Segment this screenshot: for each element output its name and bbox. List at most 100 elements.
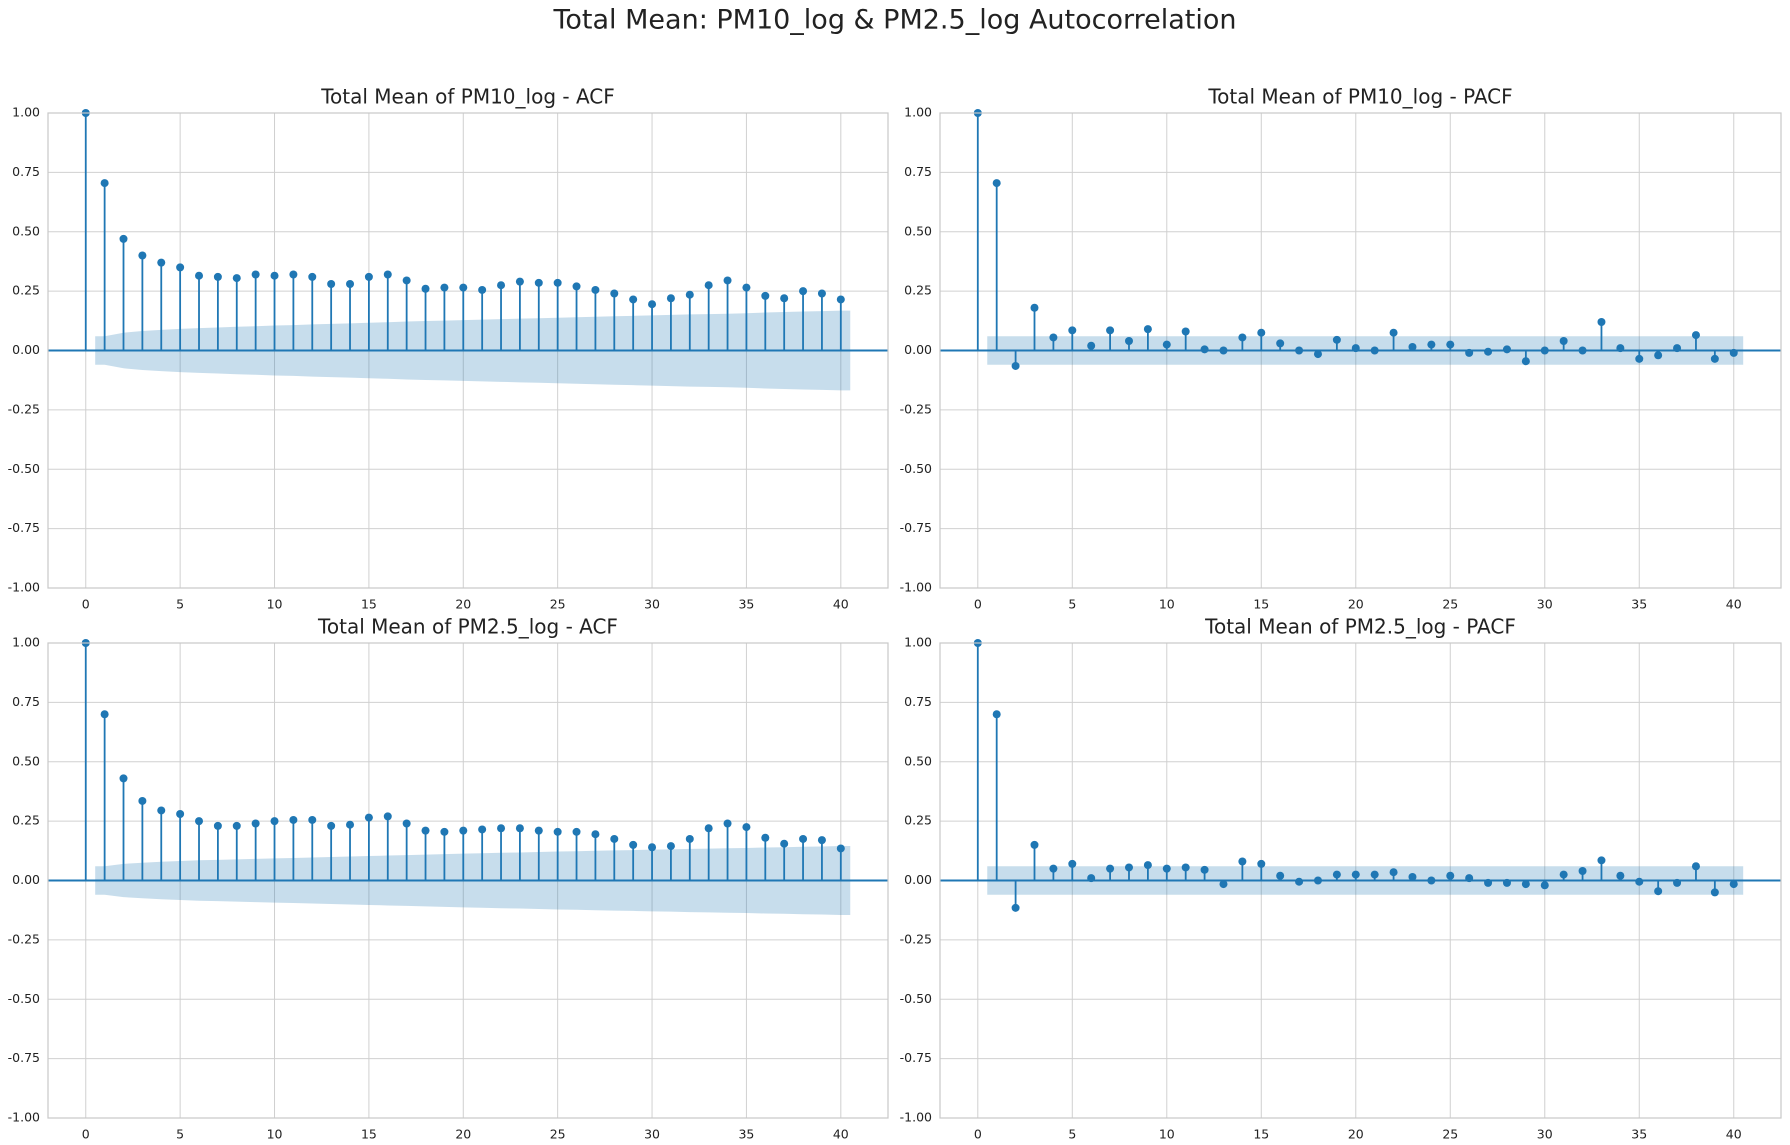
x-tick-label: 5 bbox=[176, 597, 184, 612]
y-tick-label: 0.50 bbox=[904, 223, 932, 238]
x-tick-label: 35 bbox=[1631, 1127, 1647, 1142]
axes-frame bbox=[47, 642, 889, 1119]
stem-marker bbox=[1673, 344, 1682, 353]
stem-marker bbox=[1465, 348, 1474, 357]
stem-marker bbox=[459, 283, 468, 292]
y-tick-label: 0.00 bbox=[904, 342, 932, 357]
x-tick-label: 5 bbox=[1068, 1127, 1076, 1142]
x-tick-label: 0 bbox=[82, 1127, 90, 1142]
y-tick-label: -0.75 bbox=[900, 520, 932, 535]
stem-marker bbox=[780, 294, 789, 303]
stem-marker bbox=[1654, 887, 1663, 896]
stem-marker bbox=[817, 289, 826, 298]
stem-marker bbox=[346, 280, 355, 288]
stem-marker bbox=[195, 271, 204, 280]
stem-marker bbox=[799, 287, 808, 296]
x-tick-label: 40 bbox=[1726, 597, 1742, 612]
stem-marker bbox=[1484, 878, 1493, 887]
stem-marker bbox=[251, 270, 260, 279]
stem-marker bbox=[1143, 325, 1152, 334]
stem-marker bbox=[1332, 335, 1341, 344]
x-tick-label: 25 bbox=[550, 597, 566, 612]
subplot: Total Mean of PM10_log - PACF -1.00 -0.75 -… bbox=[900, 85, 1782, 612]
stem-marker bbox=[232, 821, 241, 830]
stem-marker bbox=[723, 276, 732, 285]
stem-marker bbox=[534, 278, 543, 287]
stem-marker bbox=[497, 824, 506, 833]
stem-marker bbox=[327, 280, 336, 288]
y-tick-label: 0.75 bbox=[12, 164, 40, 179]
stem-marker bbox=[119, 234, 128, 243]
stem-marker bbox=[610, 834, 619, 843]
stem-marker bbox=[666, 294, 675, 303]
stem-marker bbox=[1521, 357, 1530, 366]
stem-marker bbox=[138, 251, 147, 260]
x-tick-label: 0 bbox=[974, 1127, 982, 1142]
stem-marker bbox=[836, 844, 845, 853]
x-tick-label: 25 bbox=[1442, 597, 1458, 612]
stem-marker bbox=[270, 271, 279, 280]
y-tick-label: 1.00 bbox=[904, 105, 932, 120]
stem-marker bbox=[1710, 354, 1719, 363]
y-tick-label: -1.00 bbox=[900, 1110, 932, 1125]
x-tick-label: 40 bbox=[833, 597, 849, 612]
stem-marker bbox=[1068, 326, 1077, 335]
y-tick-label: -0.75 bbox=[8, 520, 40, 535]
stem-marker bbox=[100, 710, 109, 719]
stem-marker bbox=[289, 815, 298, 824]
stem-marker bbox=[742, 823, 751, 832]
y-tick-label: 0.75 bbox=[904, 694, 932, 709]
x-tick-label: 30 bbox=[1537, 1127, 1553, 1142]
stem-marker bbox=[176, 263, 185, 272]
figure-title: Total Mean: PM10_log & PM2.5_log Autocor… bbox=[552, 5, 1236, 36]
x-tick-label: 10 bbox=[1159, 597, 1175, 612]
stem-marker bbox=[1219, 880, 1228, 889]
stem-marker bbox=[100, 179, 109, 188]
stem-marker bbox=[1446, 340, 1455, 349]
stem-marker bbox=[1578, 867, 1587, 875]
y-tick-label: 0.75 bbox=[904, 164, 932, 179]
y-tick-label: 0.25 bbox=[904, 813, 932, 828]
x-tick-label: 35 bbox=[738, 1127, 754, 1142]
stem-marker bbox=[1162, 864, 1171, 873]
axes-frame bbox=[47, 112, 889, 589]
stem-marker bbox=[799, 834, 808, 843]
stem-marker bbox=[478, 285, 487, 294]
stem-marker bbox=[1238, 333, 1247, 342]
stem-marker bbox=[1030, 303, 1039, 312]
stem-marker bbox=[440, 827, 449, 836]
axes-frame bbox=[939, 112, 1782, 589]
subplot-title: Total Mean of PM2.5_log - ACF bbox=[317, 615, 618, 639]
stem-marker bbox=[497, 281, 506, 290]
x-tick-label: 25 bbox=[1442, 1127, 1458, 1142]
x-tick-label: 20 bbox=[1348, 597, 1364, 612]
y-tick-label: -0.25 bbox=[8, 401, 40, 416]
x-tick-label: 10 bbox=[267, 597, 283, 612]
stem-marker bbox=[836, 295, 845, 304]
stem-marker bbox=[704, 824, 713, 833]
stem-marker bbox=[1484, 347, 1493, 356]
y-tick-label: -0.25 bbox=[8, 931, 40, 946]
y-tick-label: 0.00 bbox=[904, 872, 932, 887]
stem-marker bbox=[685, 290, 694, 299]
stem-marker bbox=[440, 283, 449, 292]
stem-marker bbox=[1313, 350, 1322, 359]
y-tick-label: 0.00 bbox=[12, 872, 40, 887]
x-tick-label: 40 bbox=[833, 1127, 849, 1142]
x-tick-label: 30 bbox=[644, 597, 660, 612]
y-tick-label: 0.50 bbox=[12, 753, 40, 768]
stem-marker bbox=[1616, 871, 1625, 880]
stem-marker bbox=[421, 826, 430, 835]
x-tick-label: 15 bbox=[1253, 1127, 1269, 1142]
stem-marker bbox=[327, 821, 336, 830]
stem-marker bbox=[1276, 871, 1285, 880]
stem-marker bbox=[402, 276, 411, 285]
stem-marker bbox=[572, 282, 581, 291]
stem-marker bbox=[1181, 327, 1190, 336]
stem-marker bbox=[157, 806, 166, 815]
stem-marker bbox=[478, 825, 487, 834]
stem-marker bbox=[817, 836, 826, 845]
stem-marker bbox=[1427, 340, 1436, 349]
stem-marker bbox=[1559, 337, 1568, 345]
